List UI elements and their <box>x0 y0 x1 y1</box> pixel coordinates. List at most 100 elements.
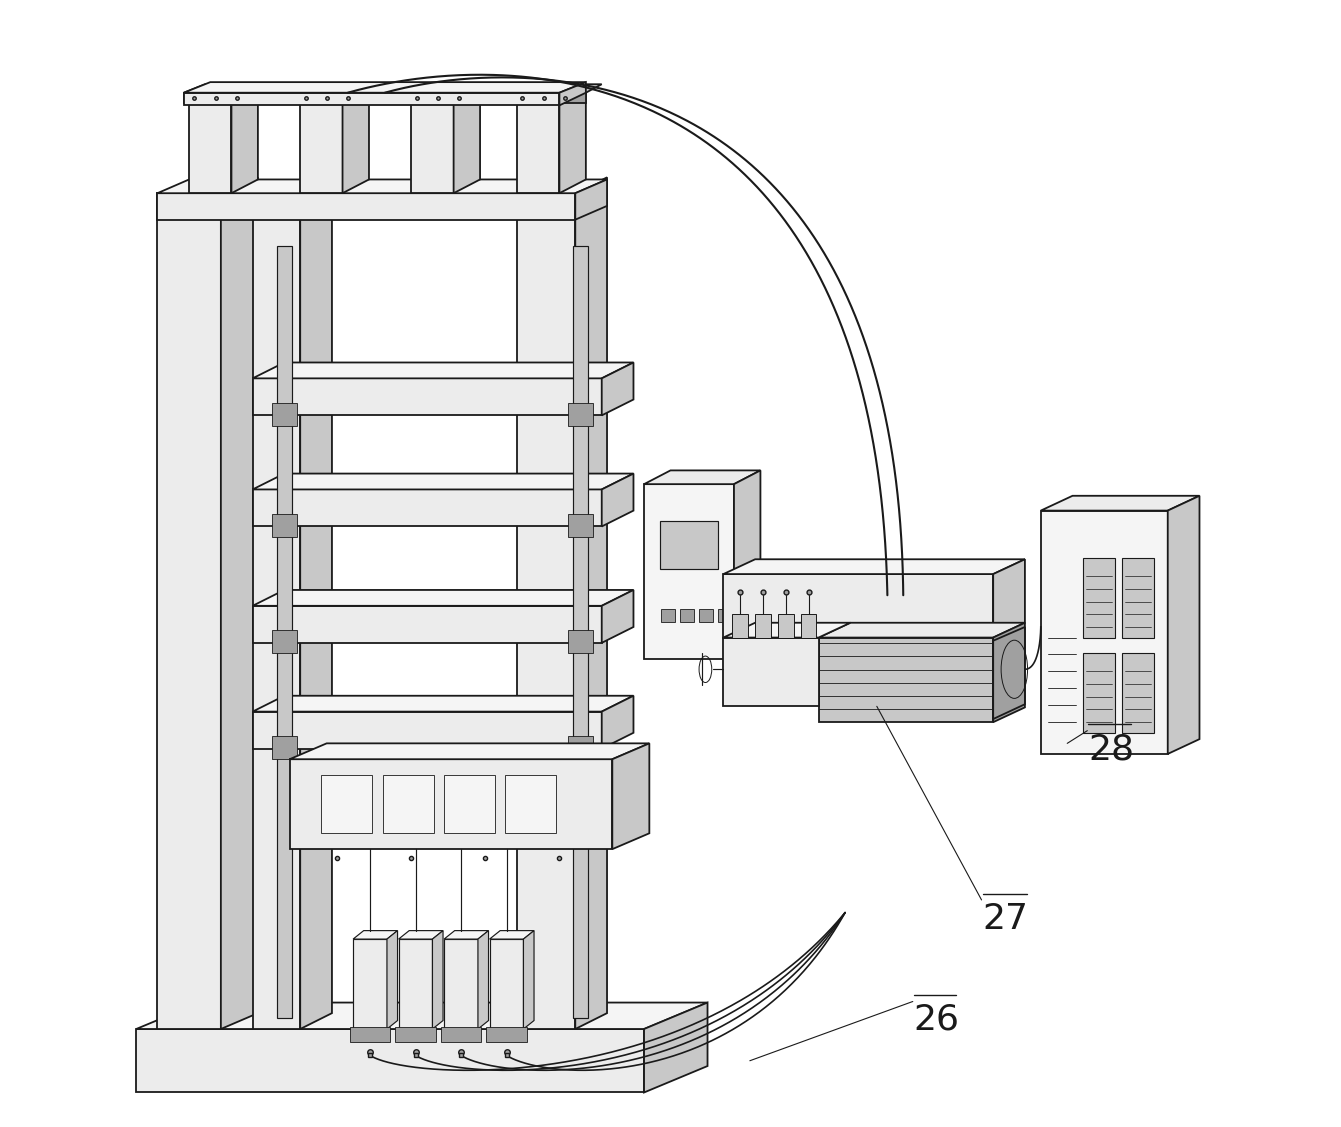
Polygon shape <box>994 627 1025 719</box>
Polygon shape <box>157 193 221 1029</box>
Polygon shape <box>406 92 480 104</box>
Polygon shape <box>157 179 607 193</box>
Polygon shape <box>353 931 397 939</box>
Polygon shape <box>602 589 633 642</box>
Polygon shape <box>723 559 1025 574</box>
Polygon shape <box>232 86 257 193</box>
Bar <box>272 736 298 760</box>
Polygon shape <box>295 85 385 92</box>
Bar <box>1084 558 1114 638</box>
Polygon shape <box>184 92 257 104</box>
Polygon shape <box>489 931 534 939</box>
Polygon shape <box>602 695 633 748</box>
Polygon shape <box>512 92 586 104</box>
Bar <box>382 775 433 833</box>
Polygon shape <box>512 85 602 92</box>
Polygon shape <box>818 638 994 722</box>
Polygon shape <box>398 939 432 1029</box>
Polygon shape <box>723 623 850 638</box>
Polygon shape <box>994 559 1025 638</box>
Bar <box>278 246 292 1019</box>
Polygon shape <box>489 939 523 1029</box>
Polygon shape <box>432 931 443 1029</box>
Polygon shape <box>1041 496 1199 511</box>
Bar <box>660 521 719 569</box>
Bar <box>272 402 298 426</box>
Text: 28: 28 <box>1089 733 1134 766</box>
Polygon shape <box>137 1003 708 1029</box>
Polygon shape <box>559 82 586 106</box>
Bar <box>719 609 732 622</box>
Bar <box>732 614 748 638</box>
Bar <box>567 402 593 426</box>
Polygon shape <box>613 744 649 849</box>
Polygon shape <box>644 1003 708 1092</box>
Text: 27: 27 <box>983 902 1029 937</box>
Polygon shape <box>723 638 771 680</box>
Polygon shape <box>444 931 488 939</box>
Polygon shape <box>412 98 453 193</box>
Bar <box>801 614 817 638</box>
Polygon shape <box>1041 511 1168 754</box>
Text: 26: 26 <box>913 1003 960 1037</box>
Polygon shape <box>602 363 633 416</box>
Polygon shape <box>444 939 477 1029</box>
Polygon shape <box>602 473 633 526</box>
Polygon shape <box>221 177 257 1029</box>
Polygon shape <box>559 86 586 193</box>
Bar <box>755 614 771 638</box>
Polygon shape <box>406 85 496 92</box>
Polygon shape <box>252 193 300 1029</box>
Polygon shape <box>300 177 333 1029</box>
Polygon shape <box>1168 496 1199 754</box>
Bar <box>272 514 298 538</box>
Polygon shape <box>453 86 480 193</box>
Polygon shape <box>398 931 443 939</box>
Polygon shape <box>252 379 602 416</box>
Bar <box>322 775 373 833</box>
Polygon shape <box>575 179 607 220</box>
Polygon shape <box>252 711 602 748</box>
Polygon shape <box>252 589 633 606</box>
Bar <box>506 775 557 833</box>
Bar <box>567 514 593 538</box>
Bar <box>441 1027 481 1041</box>
Polygon shape <box>994 623 1025 722</box>
Polygon shape <box>252 489 602 526</box>
Polygon shape <box>723 638 818 707</box>
Bar <box>699 609 713 622</box>
Polygon shape <box>252 695 633 711</box>
Polygon shape <box>575 177 607 1029</box>
Polygon shape <box>189 98 232 193</box>
Bar <box>567 736 593 760</box>
Polygon shape <box>252 363 633 379</box>
Polygon shape <box>723 574 994 638</box>
Polygon shape <box>290 744 649 760</box>
Polygon shape <box>818 623 1025 638</box>
Bar <box>487 1027 527 1041</box>
Polygon shape <box>518 98 559 193</box>
Bar <box>350 1027 390 1041</box>
Polygon shape <box>157 193 575 220</box>
Bar <box>1122 558 1155 638</box>
Polygon shape <box>353 939 388 1029</box>
Polygon shape <box>295 92 369 104</box>
Polygon shape <box>477 931 488 1029</box>
Polygon shape <box>734 470 760 658</box>
Polygon shape <box>137 1029 644 1092</box>
Bar <box>680 609 693 622</box>
Polygon shape <box>644 470 760 485</box>
Polygon shape <box>945 638 994 680</box>
Bar <box>661 609 675 622</box>
Polygon shape <box>644 485 734 658</box>
Bar <box>444 775 495 833</box>
Bar <box>272 630 298 654</box>
Polygon shape <box>184 92 559 106</box>
Bar <box>573 246 587 1019</box>
Polygon shape <box>290 760 613 849</box>
Polygon shape <box>342 86 369 193</box>
Polygon shape <box>184 85 274 92</box>
Bar <box>1122 654 1155 733</box>
Polygon shape <box>388 931 397 1029</box>
Polygon shape <box>518 193 575 1029</box>
